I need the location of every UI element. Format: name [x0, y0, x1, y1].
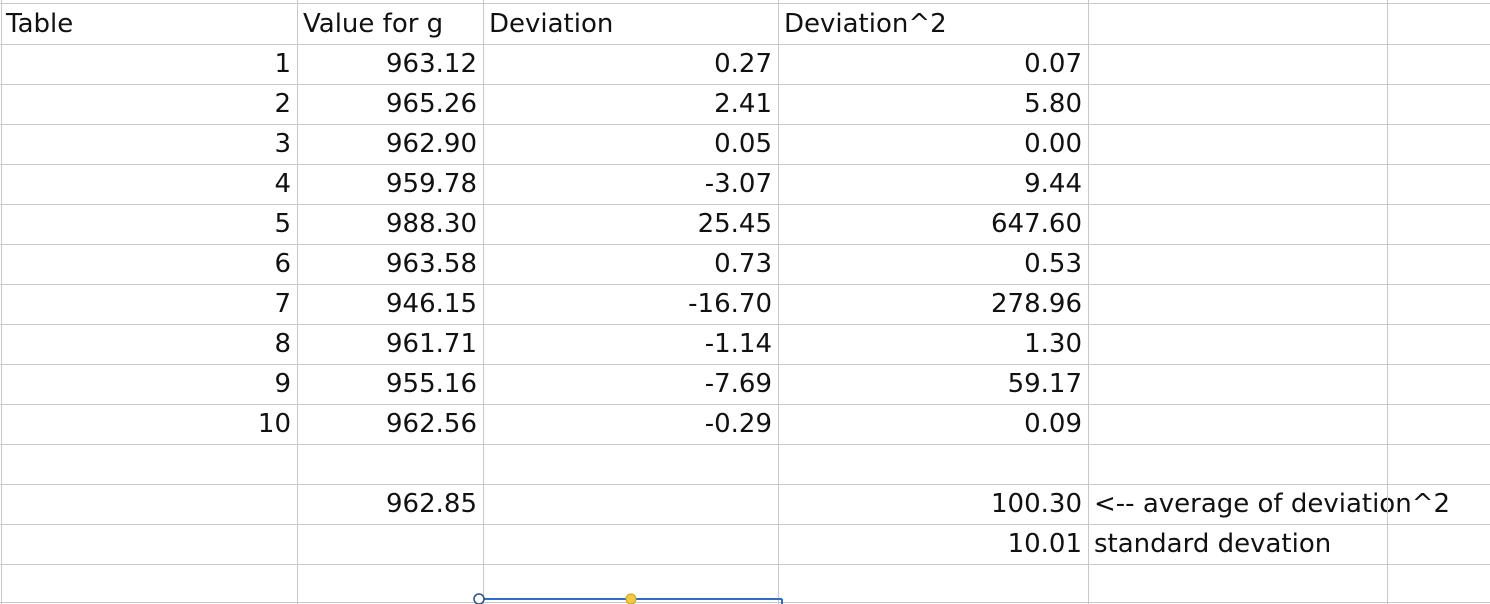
data-cell[interactable]: 59.17	[1007, 369, 1082, 399]
data-cell[interactable]: 965.26	[386, 89, 477, 119]
grid-col-line	[1387, 0, 1388, 604]
data-cell[interactable]: 647.60	[991, 209, 1082, 239]
data-cell[interactable]: 962.90	[386, 129, 477, 159]
data-cell[interactable]: 2	[274, 89, 291, 119]
header-cell[interactable]: Table	[6, 9, 74, 39]
data-cell[interactable]: 0.09	[1024, 409, 1082, 439]
data-cell[interactable]: 962.56	[386, 409, 477, 439]
data-cell[interactable]: 0.00	[1024, 129, 1082, 159]
header-cell[interactable]: Value for g	[303, 9, 444, 39]
data-cell[interactable]: 7	[274, 289, 291, 319]
grid-row-line	[0, 324, 1490, 325]
grid-row-line	[0, 124, 1490, 125]
data-cell[interactable]: 1	[274, 49, 291, 79]
selection-handle[interactable]	[625, 593, 637, 604]
grid-row-line	[0, 404, 1490, 405]
data-cell[interactable]: -0.29	[704, 409, 772, 439]
grid-row-line	[0, 164, 1490, 165]
grid-row-line	[0, 524, 1490, 525]
average-cell[interactable]: 100.30	[991, 489, 1082, 519]
data-cell[interactable]: 8	[274, 329, 291, 359]
grid-col-line	[1088, 0, 1089, 604]
data-cell[interactable]: 946.15	[386, 289, 477, 319]
grid-row-line	[0, 364, 1490, 365]
data-cell[interactable]: 955.16	[386, 369, 477, 399]
data-cell[interactable]: 1.30	[1024, 329, 1082, 359]
grid-row-line	[0, 602, 1490, 603]
grid-col-line	[297, 0, 298, 604]
data-cell[interactable]: -3.07	[704, 169, 772, 199]
data-cell[interactable]: 961.71	[386, 329, 477, 359]
data-cell[interactable]: 0.05	[714, 129, 772, 159]
data-cell[interactable]: 0.53	[1024, 249, 1082, 279]
data-cell[interactable]: -16.70	[688, 289, 772, 319]
data-cell[interactable]: 963.12	[386, 49, 477, 79]
data-cell[interactable]: 6	[274, 249, 291, 279]
grid-row-line	[0, 484, 1490, 485]
data-cell[interactable]: -1.14	[704, 329, 772, 359]
data-cell[interactable]: 278.96	[991, 289, 1082, 319]
data-cell[interactable]: 3	[274, 129, 291, 159]
grid-col-line	[778, 0, 779, 604]
grid-row-line	[0, 3, 1490, 4]
data-cell[interactable]: 9	[274, 369, 291, 399]
selection-handle[interactable]	[473, 593, 485, 604]
data-cell[interactable]: 25.45	[697, 209, 772, 239]
mean-cell[interactable]: 962.85	[386, 489, 477, 519]
data-cell[interactable]: 5.80	[1024, 89, 1082, 119]
data-cell[interactable]: 0.73	[714, 249, 772, 279]
data-cell[interactable]: -7.69	[704, 369, 772, 399]
grid-row-line	[0, 44, 1490, 45]
data-cell[interactable]: 988.30	[386, 209, 477, 239]
grid-row-line	[0, 84, 1490, 85]
std-cell[interactable]: 10.01	[1007, 529, 1082, 559]
data-cell[interactable]: 10	[257, 409, 291, 439]
data-cell[interactable]: 963.58	[386, 249, 477, 279]
data-cell[interactable]: 4	[274, 169, 291, 199]
grid-row-line	[0, 204, 1490, 205]
grid-col-line	[483, 0, 484, 604]
header-cell[interactable]: Deviation	[489, 9, 614, 39]
grid-row-line	[0, 284, 1490, 285]
data-cell[interactable]: 0.07	[1024, 49, 1082, 79]
data-cell[interactable]: 9.44	[1024, 169, 1082, 199]
grid-row-line	[0, 564, 1490, 565]
note-cell[interactable]: <-- average of deviation^2	[1094, 489, 1451, 519]
note-cell[interactable]: standard devation	[1094, 529, 1332, 559]
header-cell[interactable]: Deviation^2	[784, 9, 947, 39]
data-cell[interactable]: 959.78	[386, 169, 477, 199]
grid-row-line	[0, 244, 1490, 245]
grid-col-line	[1, 0, 2, 604]
data-cell[interactable]: 0.27	[714, 49, 772, 79]
grid-row-line	[0, 444, 1490, 445]
data-cell[interactable]: 2.41	[714, 89, 772, 119]
data-cell[interactable]: 5	[274, 209, 291, 239]
